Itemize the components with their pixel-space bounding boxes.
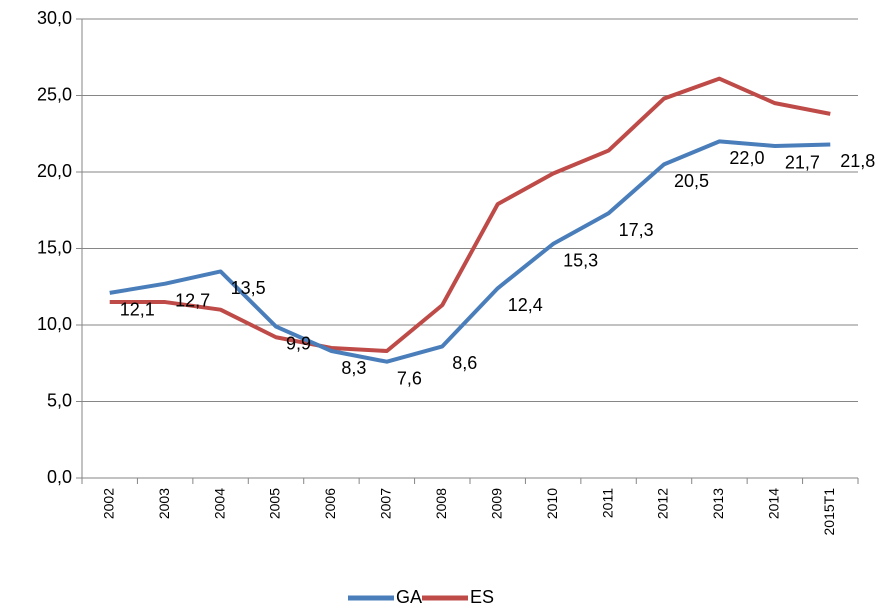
x-tick-label: 2005	[267, 488, 283, 519]
data-label: 12,4	[508, 295, 543, 315]
data-label: 21,7	[785, 153, 820, 173]
data-label: 8,6	[452, 353, 477, 373]
data-label: 20,5	[674, 171, 709, 191]
line	[109, 76, 831, 354]
x-tick-label: 2006	[322, 488, 338, 519]
x-tick-label: 2010	[544, 488, 560, 519]
y-tick-label: 5,0	[47, 390, 72, 410]
data-label: 22,0	[729, 148, 764, 168]
x-tick-label: 2014	[766, 488, 782, 519]
legend-label: GA	[396, 587, 422, 607]
data-label: 8,3	[341, 358, 366, 378]
x-tick-label: 2012	[655, 488, 671, 519]
y-tick-label: 30,0	[37, 8, 72, 28]
y-tick-label: 25,0	[37, 84, 72, 104]
x-tick-label: 2011	[599, 488, 615, 518]
x-tick-label: 2008	[433, 488, 449, 519]
data-label: 17,3	[619, 220, 654, 240]
y-tick-label: 10,0	[37, 314, 72, 334]
x-tick-label: 2009	[488, 488, 504, 519]
data-label: 12,7	[175, 290, 210, 310]
legend-label: ES	[470, 587, 494, 607]
x-tick-label: 2015T1	[821, 488, 837, 536]
y-tick-label: 20,0	[37, 161, 72, 181]
line	[109, 139, 831, 364]
x-tick-label: 2013	[710, 488, 726, 519]
y-tick-label: 0,0	[47, 467, 72, 487]
x-tick-label: 2004	[211, 488, 227, 519]
x-tick-label: 2003	[156, 488, 172, 519]
x-tick-label: 2007	[378, 488, 394, 519]
data-label: 7,6	[397, 368, 422, 388]
y-tick-label: 15,0	[37, 237, 72, 257]
data-label: 21,8	[840, 151, 875, 171]
x-tick-label: 2002	[100, 488, 116, 519]
data-label: 15,3	[563, 251, 598, 271]
data-label: 12,1	[120, 300, 155, 320]
data-label: 13,5	[231, 278, 266, 298]
data-label: 9,9	[286, 333, 311, 353]
